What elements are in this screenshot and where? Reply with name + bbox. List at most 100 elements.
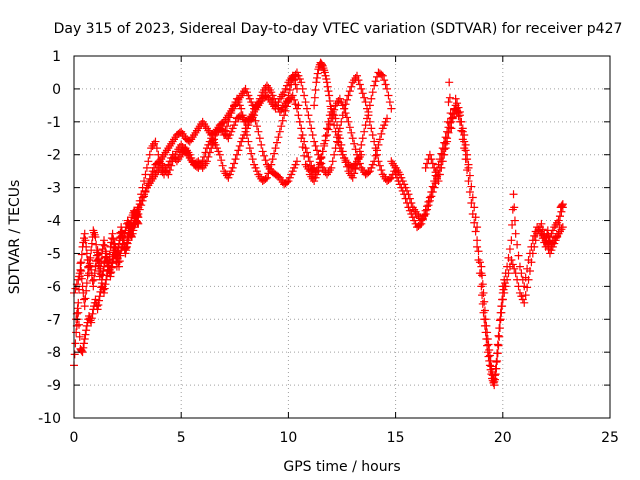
data-point (79, 343, 88, 352)
data-point (145, 174, 154, 183)
data-point (320, 68, 329, 77)
data-point (463, 155, 472, 164)
data-point (315, 160, 324, 169)
data-point (87, 265, 96, 274)
data-point (302, 104, 311, 113)
data-point (397, 183, 406, 192)
data-point (74, 308, 83, 317)
data-point (360, 127, 369, 136)
data-point (204, 140, 213, 149)
data-point (373, 150, 382, 159)
data-point (493, 340, 502, 349)
data-point (140, 192, 149, 201)
data-point (484, 340, 493, 349)
data-point (80, 335, 89, 344)
data-point (307, 161, 316, 170)
data-point (285, 86, 294, 95)
data-point (427, 188, 436, 197)
data-point (558, 200, 567, 209)
data-point (294, 111, 303, 120)
data-point (441, 133, 450, 142)
data-point (135, 205, 144, 214)
data-point (511, 269, 520, 278)
data-point (471, 227, 480, 236)
data-point (95, 259, 104, 268)
data-point (295, 75, 304, 84)
data-point (385, 174, 394, 183)
data-point (100, 284, 109, 293)
data-point (222, 122, 231, 131)
data-point (351, 145, 360, 154)
data-point (94, 301, 103, 310)
data-point (378, 124, 387, 133)
data-point (357, 150, 366, 159)
data-point (428, 159, 437, 168)
data-point (371, 151, 380, 160)
data-point (228, 124, 237, 133)
data-point (99, 240, 108, 249)
data-point (410, 216, 419, 225)
data-point (80, 229, 89, 238)
data-point (123, 239, 132, 248)
data-point (361, 121, 370, 130)
data-point (491, 364, 500, 373)
data-point (311, 141, 320, 150)
data-point (541, 236, 550, 245)
data-point (95, 296, 104, 305)
series-afternoon-spikes (421, 78, 473, 186)
data-point (237, 104, 246, 113)
y-tick-label: -10 (38, 411, 61, 427)
data-point (227, 127, 236, 136)
data-point (310, 177, 319, 186)
series-late-tail (537, 200, 567, 251)
data-point (141, 188, 150, 197)
data-point (107, 234, 116, 243)
data-point (121, 249, 130, 258)
data-point (507, 236, 516, 245)
x-tick-label: 10 (279, 430, 297, 446)
data-point (94, 250, 103, 259)
data-point (465, 188, 474, 197)
data-point (312, 73, 321, 82)
data-point (328, 114, 337, 123)
data-point (310, 137, 319, 146)
data-point (137, 201, 146, 210)
data-point (528, 249, 537, 258)
data-point (170, 154, 179, 163)
data-point (291, 160, 300, 169)
data-point (307, 124, 316, 133)
data-point (363, 114, 372, 123)
data-point (365, 101, 374, 110)
data-point (485, 345, 494, 354)
data-point (201, 148, 210, 157)
data-point (81, 294, 90, 303)
data-point (341, 100, 350, 109)
data-point (82, 242, 91, 251)
data-point (343, 113, 352, 122)
data-point (464, 163, 473, 172)
data-point (494, 341, 503, 350)
data-point (145, 150, 154, 159)
data-point (344, 117, 353, 126)
data-point (485, 351, 494, 360)
data-point (515, 288, 524, 297)
data-point (224, 117, 233, 126)
data-point (133, 218, 142, 227)
data-point (305, 117, 314, 126)
data-point (447, 124, 456, 133)
data-point (310, 101, 319, 110)
data-point (381, 117, 390, 126)
data-point (360, 93, 369, 102)
data-point (312, 78, 321, 87)
data-point (370, 81, 379, 90)
data-point (448, 114, 457, 123)
data-point (110, 239, 119, 248)
data-point (72, 328, 81, 337)
data-point (122, 246, 131, 255)
data-point (77, 274, 86, 283)
data-point (267, 88, 276, 97)
data-point (325, 91, 334, 100)
data-point (367, 94, 376, 103)
data-point (508, 220, 517, 229)
